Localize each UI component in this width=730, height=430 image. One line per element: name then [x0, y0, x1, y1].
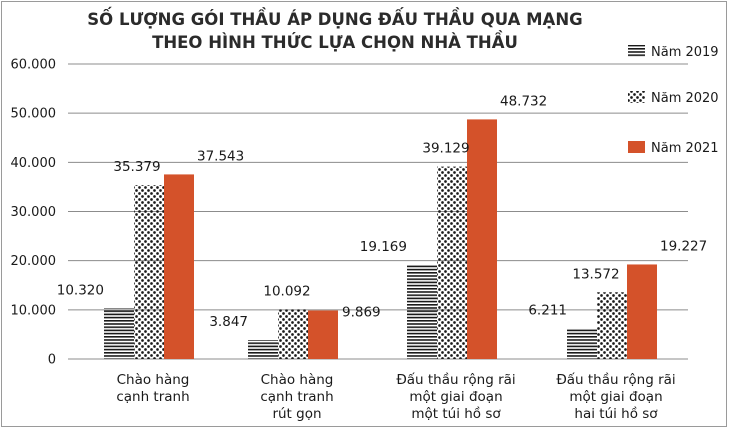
legend-swatch — [628, 91, 645, 103]
bar-năm-2021 — [627, 264, 657, 359]
category-label: Chào hàng cạnh tranh — [116, 372, 189, 405]
bar-năm-2020 — [278, 309, 308, 359]
y-tick-label: 0 — [48, 353, 56, 368]
data-label: 37.543 — [197, 148, 244, 164]
category-labels: Chào hàng cạnh tranh Chào hàng cạnh tranh rú… — [116, 372, 675, 422]
category-label: Đấu thầu rộng rãi một giai đoạn một túi hồ… — [396, 372, 515, 422]
bar-năm-2020 — [437, 166, 467, 359]
data-label: 10.092 — [263, 283, 310, 299]
bar-năm-2019 — [104, 308, 134, 359]
bar-năm-2019 — [248, 340, 278, 359]
bar-năm-2021 — [467, 119, 497, 359]
category-label: Đấu thầu rộng rãi một giai đoạn hai túi hồ… — [556, 372, 675, 422]
data-label: 39.129 — [422, 141, 469, 157]
bar-năm-2019 — [407, 264, 437, 359]
data-label: 9.869 — [342, 304, 381, 320]
category-label: Chào hàng cạnh tranh rút gọn — [260, 372, 333, 422]
data-label: 35.379 — [113, 159, 160, 175]
legend-swatch — [628, 141, 645, 153]
bar-năm-2020 — [597, 292, 627, 359]
data-labels: 10.320 3.847 19.169 6.211 35.379 10.092 39.129… — [57, 93, 708, 330]
legend-label: Năm 2019 — [651, 45, 719, 60]
data-label: 13.572 — [572, 266, 619, 282]
legend-label: Năm 2021 — [651, 141, 719, 156]
data-label: 48.732 — [500, 93, 547, 109]
data-label: 6.211 — [528, 302, 567, 318]
y-tick-label: 50.000 — [11, 107, 57, 122]
data-label: 19.169 — [360, 239, 407, 255]
data-label: 3.847 — [209, 314, 248, 330]
bar-năm-2020 — [134, 185, 164, 359]
y-axis-ticks: 0 10.000 20.000 30.000 40.000 50.000 60.000 — [11, 58, 57, 368]
legend-label: Năm 2020 — [651, 91, 719, 106]
y-tick-label: 60.000 — [11, 58, 57, 73]
bar-năm-2021 — [308, 310, 338, 359]
bar-năm-2019 — [567, 328, 597, 359]
data-label: 19.227 — [660, 238, 707, 254]
legend: Năm 2019 Năm 2020 Năm 2021 — [628, 45, 719, 156]
chart-title-line-2: THEO HÌNH THỨC LỰA CHỌN NHÀ THẦU — [152, 31, 518, 52]
y-tick-label: 10.000 — [11, 303, 57, 318]
bars — [104, 119, 657, 359]
y-tick-label: 20.000 — [11, 254, 57, 269]
y-tick-label: 30.000 — [11, 205, 57, 220]
y-tick-label: 40.000 — [11, 156, 57, 171]
chart-title-line-1: SỐ LƯỢNG GÓI THẦU ÁP DỤNG ĐẤU THẦU QUA M… — [87, 8, 582, 29]
bar-năm-2021 — [164, 174, 194, 359]
legend-swatch — [628, 45, 645, 57]
data-label: 10.320 — [57, 282, 104, 298]
